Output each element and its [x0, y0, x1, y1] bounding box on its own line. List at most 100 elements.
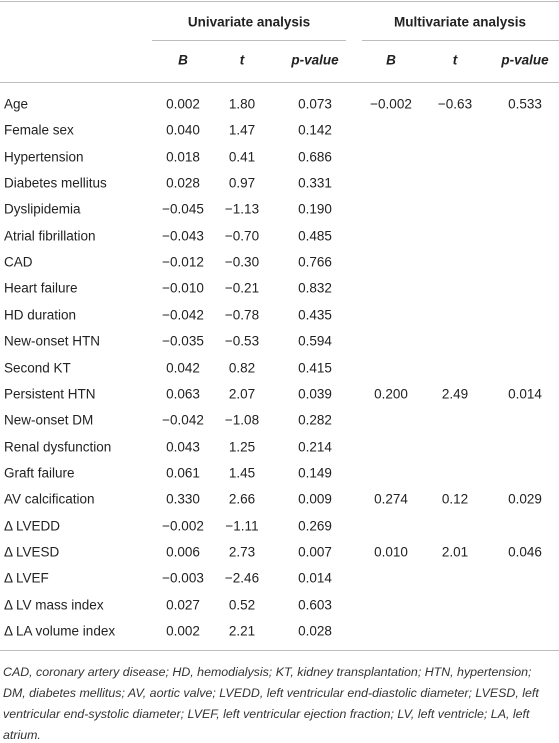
cell: 0.043	[166, 439, 200, 455]
cell: 1.45	[228, 465, 256, 481]
cell: 0.52	[228, 597, 256, 613]
cell: −2.46	[224, 570, 260, 586]
row-label: Heart failure	[4, 280, 78, 296]
group-header: Univariate analysis	[187, 14, 311, 30]
cell: 0.006	[166, 544, 200, 560]
column-header: t	[452, 52, 458, 68]
cell: 0.063	[166, 386, 200, 402]
cell: 0.042	[166, 360, 200, 375]
cell: 0.200	[374, 386, 408, 402]
group-header: Multivariate analysis	[393, 14, 527, 30]
cell: 0.603	[298, 597, 332, 613]
cell: −0.045	[162, 201, 204, 217]
cell: 1.25	[228, 439, 256, 455]
cell: 0.214	[298, 439, 332, 455]
row-label: Δ LV mass index	[4, 597, 104, 613]
column-header: p-value	[291, 52, 339, 68]
cell: −0.30	[224, 254, 260, 270]
cell: 0.061	[166, 465, 200, 481]
cell: 0.41	[228, 149, 256, 165]
row-label: AV calcification	[4, 491, 95, 507]
cell: −0.043	[162, 228, 204, 244]
cell: 0.533	[508, 96, 542, 112]
row-label: Hypertension	[4, 149, 84, 165]
row-label: Δ LA volume index	[4, 623, 116, 639]
row-label: Δ LVEDD	[4, 518, 61, 534]
cell: 0.007	[298, 544, 332, 560]
row-label: Graft failure	[4, 465, 75, 481]
cell: 0.274	[374, 491, 408, 507]
cell: −0.002	[162, 518, 204, 534]
cell: 0.594	[298, 333, 332, 349]
cell: 0.485	[298, 228, 332, 244]
cell: 0.028	[166, 175, 200, 191]
cell: 0.002	[166, 623, 200, 639]
cell: 0.435	[298, 307, 332, 323]
cell: −0.78	[224, 307, 260, 323]
cell: −0.010	[162, 280, 204, 296]
cell: 0.12	[441, 491, 469, 507]
row-label: Dyslipidemia	[4, 201, 81, 217]
cell: 0.330	[166, 491, 200, 507]
cell: 0.002	[166, 96, 200, 112]
cell: 0.97	[228, 175, 256, 191]
column-header: B	[386, 52, 396, 68]
cell: 0.766	[298, 254, 332, 270]
top-rule	[0, 1, 559, 2]
row-label: Persistent HTN	[4, 386, 96, 402]
cell: 2.01	[441, 544, 469, 560]
cell: 0.028	[298, 623, 332, 639]
cell: 0.269	[298, 518, 332, 534]
row-label: Renal dysfunction	[4, 439, 112, 455]
header-rule	[0, 82, 559, 83]
cell: 0.686	[298, 149, 332, 165]
cell: 0.415	[298, 360, 332, 375]
cell: 0.018	[166, 149, 200, 165]
cell: −0.003	[162, 570, 204, 586]
cell: −0.042	[162, 412, 204, 428]
cell: −0.012	[162, 254, 204, 270]
row-label: Age	[4, 96, 29, 112]
row-label: Female sex	[4, 122, 74, 138]
row-label: New-onset DM	[4, 412, 94, 428]
group-rule	[152, 40, 346, 41]
cell: 0.029	[508, 491, 542, 507]
group-rule	[362, 40, 559, 41]
row-label: Δ LVEF	[4, 570, 49, 586]
cell: 0.149	[298, 465, 332, 481]
cell: −0.21	[224, 280, 260, 296]
cell: 0.027	[166, 597, 200, 613]
cell: −0.53	[224, 333, 260, 349]
cell: −0.002	[370, 96, 412, 112]
footnote: CAD, coronary artery disease; HD, hemodi…	[3, 665, 539, 742]
column-header: B	[178, 52, 188, 68]
cell: 0.142	[298, 122, 332, 138]
cell: −1.11	[225, 518, 259, 534]
cell: 0.073	[298, 96, 332, 112]
cell: 2.21	[228, 623, 256, 639]
bottom-rule	[0, 650, 559, 651]
row-label: Δ LVESD	[4, 544, 60, 560]
cell: −0.63	[437, 96, 473, 112]
cell: 0.282	[298, 412, 332, 428]
column-header: p-value	[501, 52, 549, 68]
cell: 0.010	[374, 544, 408, 560]
cell: 0.82	[228, 360, 256, 375]
row-label: Atrial fibrillation	[4, 228, 96, 244]
cell: 2.49	[441, 386, 469, 402]
cell: 1.80	[228, 96, 256, 112]
row-label: CAD	[4, 254, 33, 270]
cell: 0.832	[298, 280, 332, 296]
cell: −0.042	[162, 307, 204, 323]
cell: −1.08	[224, 412, 260, 428]
cell: −1.13	[224, 201, 260, 217]
cell: 2.66	[228, 491, 256, 507]
cell: 0.046	[508, 544, 542, 560]
cell: 1.47	[228, 122, 256, 138]
row-label: Second KT	[4, 360, 71, 375]
cell: −0.035	[162, 333, 204, 349]
row-label: HD duration	[4, 307, 77, 323]
cell: 0.039	[298, 386, 332, 402]
cell: 0.014	[508, 386, 542, 402]
